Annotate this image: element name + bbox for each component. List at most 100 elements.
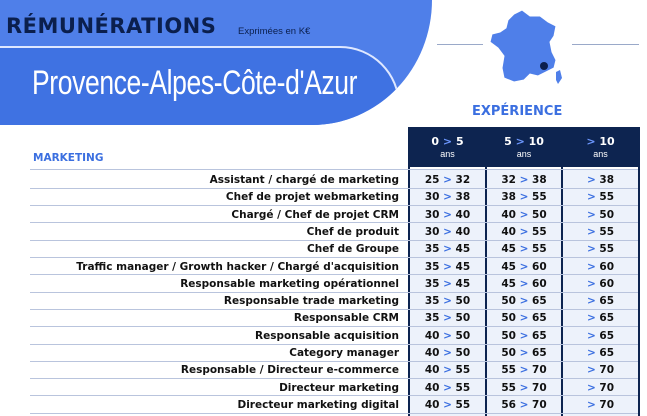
table-row: Traffic manager / Growth hacker / Chargé…: [0, 259, 647, 276]
job-title: Chargé / Chef de projet CRM: [231, 208, 399, 221]
salary-cell: 50 > 65: [501, 329, 547, 342]
salary-cell: 40 > 55: [424, 398, 471, 411]
france-map-icon: [489, 9, 562, 84]
salary-cell: 45 > 60: [501, 260, 547, 273]
salary-cell: > 60: [586, 277, 615, 290]
salary-cell: 40 > 50: [424, 329, 471, 342]
salary-cell: 30 > 40: [424, 225, 471, 238]
salary-cell: > 70: [586, 364, 615, 377]
row-divider: [30, 343, 638, 345]
salary-cell: 55 > 70: [501, 381, 547, 394]
salary-cell: > 65: [586, 329, 615, 342]
row-divider: [30, 187, 638, 189]
salary-cell: > 38: [586, 174, 615, 186]
column-body: [487, 170, 561, 416]
job-title: Directeur marketing: [279, 381, 399, 394]
salary-cell: 35 > 50: [424, 295, 471, 308]
row-divider: [30, 291, 638, 293]
salary-cell: 32 > 38: [501, 174, 547, 186]
salary-cell: 30 > 40: [424, 208, 471, 221]
salary-cell: > 60: [586, 260, 615, 273]
salary-cell: 45 > 55: [501, 243, 547, 256]
job-title: Chef de projet webmarketing: [225, 191, 399, 204]
column-body: [410, 170, 485, 416]
page-title: RÉMUNÉRATIONS: [6, 14, 217, 38]
job-title: Assistant / chargé de marketing: [209, 174, 399, 186]
table-row: Responsable marketing opérationnel 35 > 4…: [0, 276, 647, 293]
row-divider: [30, 274, 638, 276]
column-separator: [485, 127, 487, 416]
table-row: Directeur marketing digital 40 > 55 56 > 7…: [0, 397, 647, 414]
row-divider: [30, 308, 638, 310]
salary-cell: > 65: [586, 312, 615, 325]
region-marker-icon: [540, 62, 548, 70]
column-separator: [408, 127, 410, 416]
table-row: Responsable CRM 35 > 50 50 > 65 > 65: [0, 310, 647, 327]
salary-cell: > 65: [586, 347, 615, 359]
row-divider: [30, 326, 638, 328]
salary-cell: 56 > 70: [501, 398, 547, 411]
table-row: Responsable acquisition 40 > 50 50 > 65 > …: [0, 328, 647, 345]
page-subtitle: Exprimées en K€: [238, 26, 311, 37]
job-title: Category manager: [289, 347, 399, 359]
table-row: Directeur marketing 40 > 55 55 > 70 > 70: [0, 380, 647, 397]
divider-line: [437, 44, 483, 45]
column-header-5-10: 5 > 10 ans: [487, 127, 561, 167]
table-row: Chef de projet webmarketing 30 > 38 38 > 5…: [0, 189, 647, 206]
salary-cell: 40 > 50: [424, 347, 471, 359]
salary-cell: 35 > 45: [424, 260, 471, 273]
salary-cell: 50 > 65: [501, 295, 547, 308]
salary-cell: 35 > 45: [424, 243, 471, 256]
salary-cell: 40 > 55: [424, 364, 471, 377]
column-body: [563, 170, 638, 416]
header-banner: RÉMUNÉRATIONS Exprimées en K€ Provence-A…: [0, 0, 432, 125]
salary-cell: 35 > 45: [424, 277, 471, 290]
row-divider: [30, 257, 638, 258]
column-separator: [638, 127, 640, 416]
job-title: Responsable trade marketing: [223, 295, 399, 308]
salary-cell: 25 > 32: [424, 174, 471, 186]
row-divider: [30, 360, 638, 362]
experience-label: EXPÉRIENCE: [472, 104, 563, 119]
column-header-0-5: 0 > 5 ans: [410, 127, 485, 167]
row-divider: [30, 169, 638, 170]
salary-cell: > 55: [586, 225, 615, 238]
salary-cell: 40 > 55: [424, 381, 471, 394]
salary-cell: > 50: [586, 208, 615, 221]
region-panel: [0, 46, 400, 125]
job-title: Chef de produit: [306, 225, 399, 238]
job-title: Traffic manager / Growth hacker / Chargé…: [76, 260, 399, 273]
row-divider: [30, 412, 638, 414]
section-label: MARKETING: [33, 152, 104, 164]
row-divider: [30, 239, 638, 241]
table-row: Chargé / Chef de projet CRM 30 > 40 40 > 5…: [0, 207, 647, 224]
row-divider: [30, 395, 638, 397]
salary-cell: 45 > 60: [501, 277, 547, 290]
salary-cell: 55 > 70: [501, 364, 547, 377]
salary-cell: > 55: [586, 191, 615, 204]
salary-cell: 38 > 55: [501, 191, 547, 204]
region-title: Provence-Alpes-Côte-d'Azur: [32, 64, 358, 102]
table-row: Responsable / Directeur e-commerce 40 > 5…: [0, 362, 647, 379]
salary-cell: > 70: [586, 381, 615, 394]
column-separator: [561, 127, 563, 416]
row-divider: [30, 205, 638, 207]
salary-cell: > 55: [586, 243, 615, 256]
salary-cell: 50 > 65: [501, 347, 547, 359]
column-header-over-10: > 10 ans: [563, 127, 638, 167]
job-title: Responsable / Directeur e-commerce: [180, 364, 399, 377]
job-title: Responsable acquisition: [255, 329, 399, 342]
table-row: Assistant / chargé de marketing 25 > 32 32…: [0, 172, 647, 189]
salary-cell: > 65: [586, 295, 615, 308]
salary-cell: 40 > 50: [501, 208, 547, 221]
salary-cell: 50 > 65: [501, 312, 547, 325]
job-title: Chef de Groupe: [307, 243, 399, 256]
row-divider: [30, 378, 638, 380]
job-title: Directeur marketing digital: [237, 398, 399, 411]
salary-cell: 35 > 50: [424, 312, 471, 325]
table-row: Responsable trade marketing 35 > 50 50 > 6…: [0, 293, 647, 310]
divider-line: [572, 44, 639, 45]
table-row: Chef de Groupe 35 > 45 45 > 55 > 55: [0, 241, 647, 258]
salary-cell: 40 > 55: [501, 225, 547, 238]
salary-cell: > 70: [586, 398, 615, 411]
